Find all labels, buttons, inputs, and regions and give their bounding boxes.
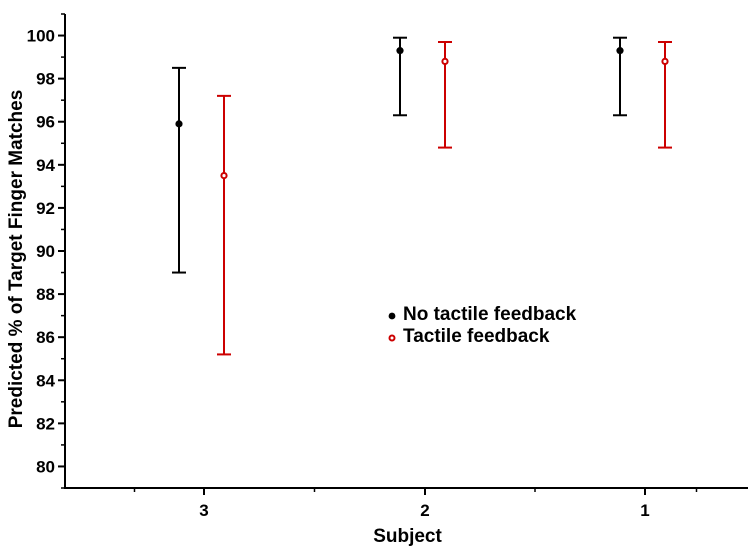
error-bar-no-tactile-feedback-subject-3 [172, 66, 186, 274]
y-tick-label-90: 90 [36, 242, 55, 261]
data-point [616, 47, 624, 55]
data-point [396, 47, 404, 55]
data-point [220, 171, 228, 180]
data-point [175, 120, 183, 128]
x-axis-title: Subject [373, 526, 442, 547]
error-bar-no-tactile-feedback-subject-2 [393, 36, 407, 117]
error-bar-tactile-feedback-subject-2 [438, 41, 452, 149]
x-tick-label-2: 2 [420, 501, 429, 520]
y-tick-label-100: 100 [27, 27, 55, 46]
data-point [661, 57, 669, 66]
y-tick-label-80: 80 [36, 457, 55, 476]
error-bar-no-tactile-feedback-subject-1 [613, 36, 627, 117]
y-tick-label-94: 94 [36, 156, 55, 175]
x-tick-label-3: 3 [199, 501, 208, 520]
y-axis-ticks: 80 82 84 86 88 90 92 94 96 98 100 [27, 13, 65, 489]
data-point [441, 57, 449, 66]
y-tick-label-98: 98 [36, 70, 55, 89]
y-axis-title: Predicted % of Target Finger Matches [6, 90, 27, 429]
legend-label-no-tactile-feedback: No tactile feedback [403, 304, 577, 325]
y-tick-label-82: 82 [36, 414, 55, 433]
legend-marker-tactile-feedback [388, 334, 396, 342]
y-tick-label-96: 96 [36, 113, 55, 132]
error-bar-tactile-feedback-subject-3 [217, 94, 231, 356]
y-tick-label-86: 86 [36, 328, 55, 347]
x-tick-label-1: 1 [640, 501, 649, 520]
x-axis-ticks: 3 2 1 [133, 488, 698, 520]
series-layer [172, 36, 672, 356]
legend-label-tactile-feedback: Tactile feedback [403, 326, 550, 347]
legend: No tactile feedback Tactile feedback [388, 304, 577, 347]
y-tick-label-88: 88 [36, 285, 55, 304]
error-bar-tactile-feedback-subject-1 [658, 41, 672, 149]
y-tick-label-92: 92 [36, 199, 55, 218]
y-tick-label-84: 84 [36, 371, 55, 390]
legend-marker-no-tactile-feedback [388, 312, 396, 320]
